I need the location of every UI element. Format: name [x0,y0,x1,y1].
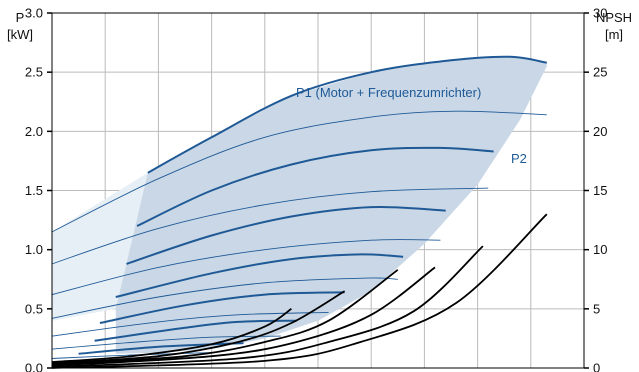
npsh-curves [51,213,548,369]
right-tick-label: 30 [593,6,607,21]
left-axis-ticks: 3.0 2.5 2.0 1.5 1.0 0.5 0.0 [25,6,52,372]
p2-curve [51,110,547,233]
p1-curve [147,55,547,174]
p1-curve [94,319,297,342]
p2-curve [51,239,441,296]
p1-annotation: P1 (Motor + Frequenzumrichter) [296,85,481,100]
p1-curve [99,291,345,324]
p1-curve [78,342,244,355]
left-tick-label: 1.0 [25,242,43,257]
p1-curves [78,55,547,355]
npsh-curve [51,245,484,368]
left-tick-label: 3.0 [25,6,43,21]
p1-curve [126,205,446,265]
p2-annotation: P2 [511,151,527,166]
left-tick-label: 0.5 [25,301,43,316]
p2-curve [51,311,329,337]
right-tick-label: 20 [593,124,607,139]
operating-range-envelope [115,56,547,354]
left-tick-label: 0.0 [25,361,43,372]
right-tick-label: 25 [593,65,607,80]
p2-curves [51,110,547,359]
p2-curve [51,187,489,265]
npsh-curve [51,266,436,367]
right-tick-label: 10 [593,242,607,257]
left-tick-label: 1.5 [25,183,43,198]
left-tick-label: 2.5 [25,65,43,80]
p2-curve [51,277,398,319]
npsh-curve [51,290,346,365]
right-axis-unit: [m] [605,27,623,42]
p1-curve [136,146,494,227]
right-tick-label: 15 [593,183,607,198]
npsh-curve [51,269,399,366]
npsh-curve [51,213,548,369]
npsh-curve [51,308,292,363]
left-axis-unit: [kW] [7,27,33,42]
p2-curve [51,335,281,350]
left-axis-title: P [16,10,25,25]
right-axis-title: NPSH [596,10,632,25]
left-tick-label: 2.0 [25,124,43,139]
right-axis-ticks: 30 25 20 15 10 5 0 [584,6,607,372]
p1-curve [115,253,404,298]
right-tick-label: 0 [593,361,600,372]
p2-curve [51,352,212,359]
right-tick-label: 5 [593,301,600,316]
